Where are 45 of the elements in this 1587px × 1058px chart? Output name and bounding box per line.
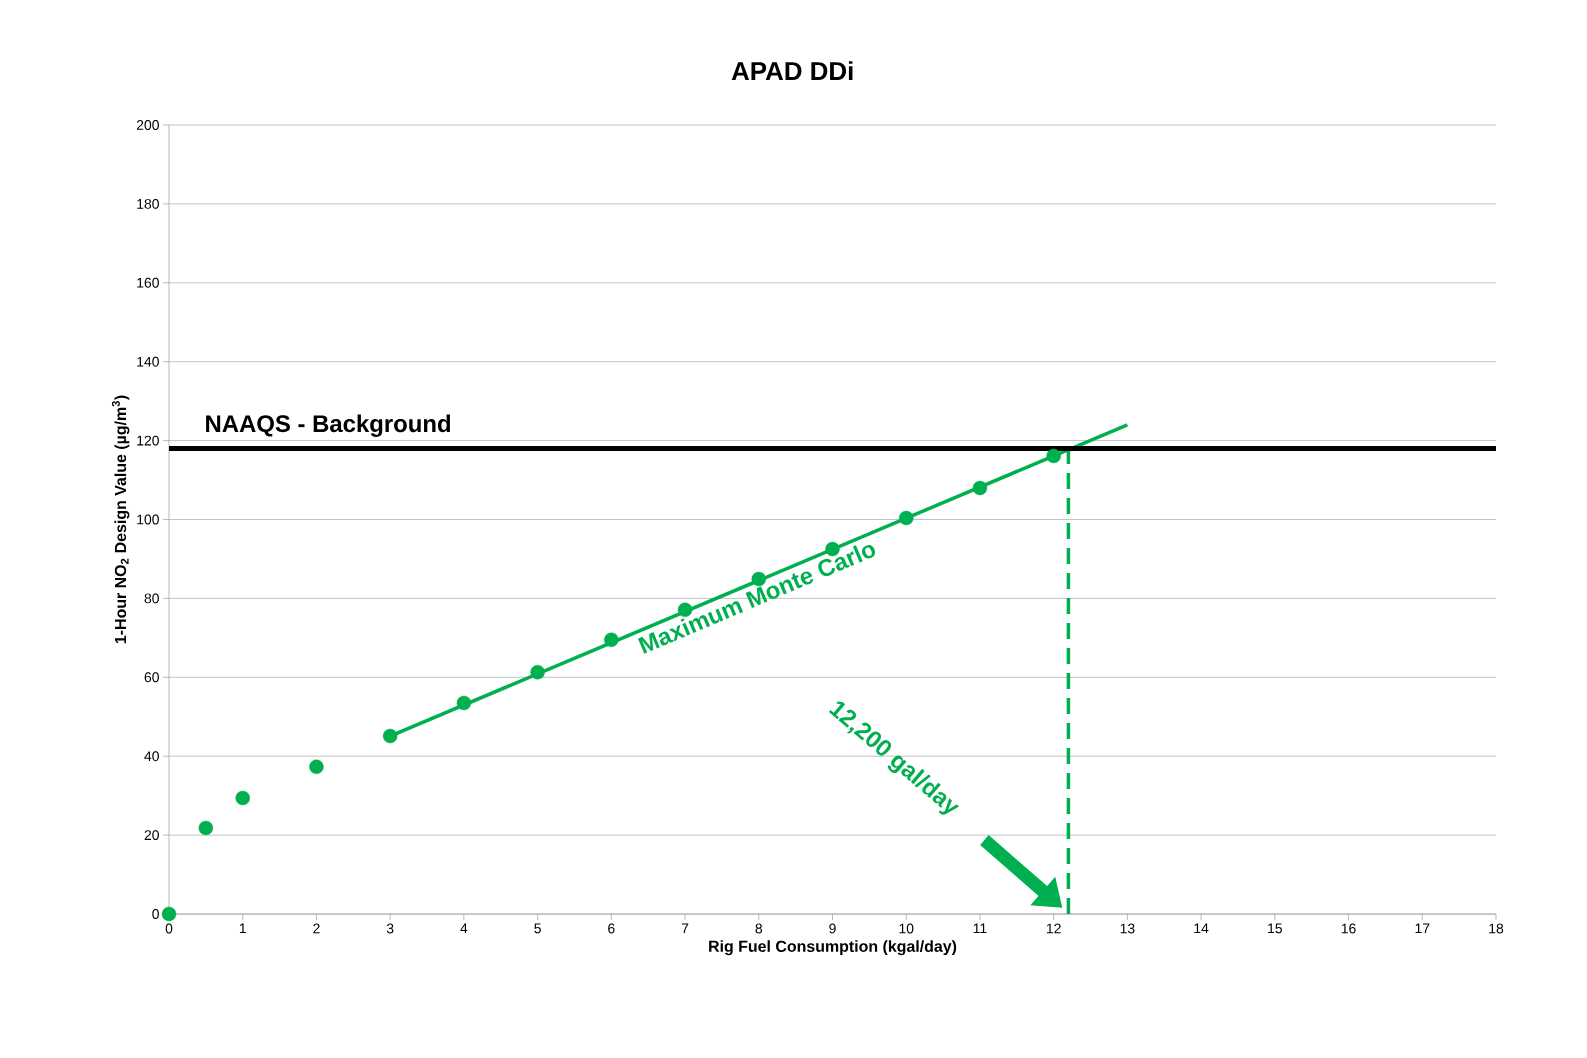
x-tick-label: 15	[1268, 923, 1282, 934]
x-tick-label: 11	[973, 923, 987, 934]
x-tick-label: 12	[1046, 923, 1061, 934]
y-tick-label: 80	[144, 593, 159, 604]
x-tick-label: 5	[534, 923, 541, 934]
x-tick-label: 2	[313, 923, 320, 934]
point	[309, 759, 324, 775]
x-tick-label: 16	[1341, 923, 1356, 934]
y-tick-label: 140	[137, 356, 159, 367]
x-tick-label: 17	[1415, 923, 1430, 934]
y-axis-title: 1-Hour NO$_{2}$ Design Value (µg/m$^{3}$)	[111, 395, 130, 644]
point	[456, 695, 472, 711]
point	[161, 906, 177, 922]
y-tick-label: 60	[144, 672, 159, 683]
point	[604, 632, 619, 648]
y-tick-label: 40	[144, 751, 159, 762]
chart-title: APAD DDi	[731, 61, 853, 80]
x-tick-label: 7	[681, 923, 689, 934]
x-tick-label: 14	[1194, 923, 1209, 934]
point	[530, 664, 545, 680]
x-tick-label: 9	[829, 923, 836, 934]
point	[972, 480, 988, 496]
x-tick-label: 1	[239, 923, 246, 934]
point	[235, 790, 250, 806]
x-tick-label: 4	[460, 923, 468, 934]
point	[382, 728, 398, 744]
x-tick-label: 0	[165, 923, 173, 934]
x-tick-label: 8	[755, 923, 763, 934]
point	[899, 510, 914, 526]
x-tick-label: 18	[1489, 923, 1504, 934]
y-tick-label: 0	[152, 909, 159, 919]
x-axis-title: Rig Fuel Consumption (kgal/day)	[709, 940, 957, 956]
y-tick-label: 160	[137, 277, 159, 288]
y-tick-label: 120	[137, 435, 159, 446]
ref-line-label: NAAQS - Background	[206, 414, 451, 437]
point	[1046, 448, 1061, 464]
y-tick-label: 180	[137, 198, 159, 209]
y-tick-label: 20	[144, 830, 159, 841]
x-tick-label: 13	[1120, 923, 1135, 934]
x-tick-label: 3	[386, 923, 394, 934]
x-tick-label: 10	[899, 923, 914, 934]
point	[198, 820, 214, 836]
y-tick-label: 200	[136, 120, 159, 130]
x-tick-label: 6	[608, 923, 615, 934]
y-tick-label: 100	[137, 514, 159, 525]
